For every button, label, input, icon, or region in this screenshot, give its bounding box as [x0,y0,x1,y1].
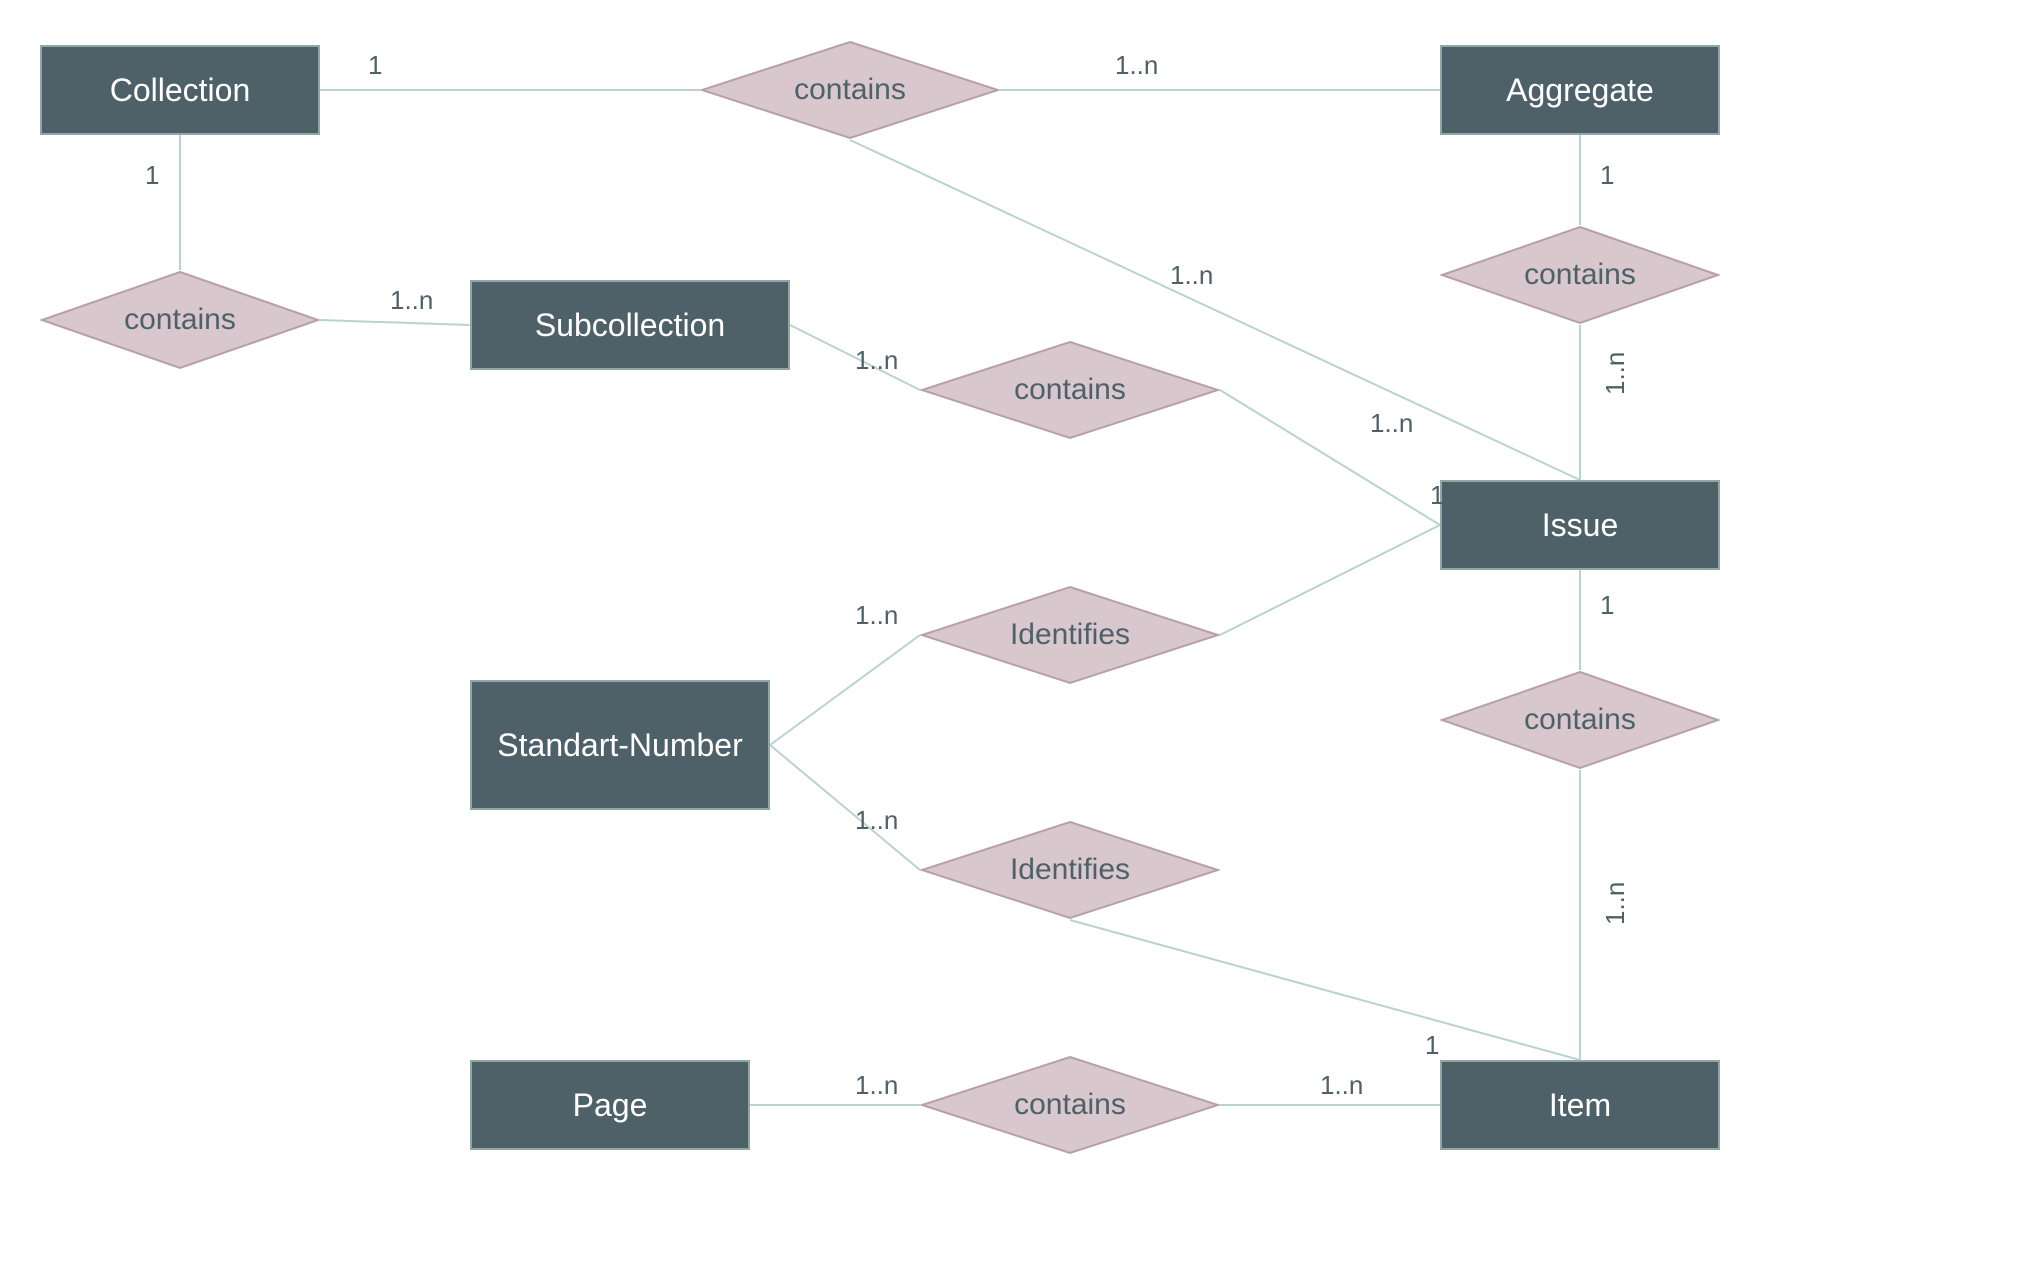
entity-label-line: Standart- [497,726,629,764]
relationship-r3: contains [1440,225,1720,325]
relationship-r1: contains [700,40,1000,140]
entity-subcollection: Subcollection [470,280,790,370]
relationship-label: contains [794,73,906,107]
cardinality-label: 1..n [855,345,898,376]
cardinality-label: 1 [145,160,159,191]
edge [1220,525,1440,635]
edge [1070,920,1580,1060]
relationship-r5: Identifies [920,585,1220,685]
entity-label-line: Number [629,726,743,764]
relationship-label: contains [1524,258,1636,292]
cardinality-label: 1 [1430,480,1444,511]
edge [320,320,470,325]
relationship-label: contains [1014,373,1126,407]
cardinality-label: 1..n [855,805,898,836]
cardinality-label: 1..n [1600,882,1631,925]
entity-standart: Standart-Number [470,680,770,810]
cardinality-label: 1..n [1600,352,1631,395]
edge [770,635,920,745]
cardinality-label: 1..n [855,600,898,631]
cardinality-label: 1..n [855,1070,898,1101]
relationship-label: contains [1014,1088,1126,1122]
cardinality-label: 1 [1600,160,1614,191]
cardinality-label: 1..n [1370,408,1413,439]
relationship-r2: contains [40,270,320,370]
entity-collection: Collection [40,45,320,135]
relationship-label: Identifies [1010,853,1130,887]
relationship-label: contains [124,303,236,337]
cardinality-label: 1 [368,50,382,81]
entity-page: Page [470,1060,750,1150]
relationship-r8: contains [920,1055,1220,1155]
entity-item: Item [1440,1060,1720,1150]
cardinality-label: 1..n [1115,50,1158,81]
entity-issue: Issue [1440,480,1720,570]
relationship-label: contains [1524,703,1636,737]
relationship-r7: Identifies [920,820,1220,920]
cardinality-label: 1..n [1320,1070,1363,1101]
cardinality-label: 1 [1600,590,1614,621]
cardinality-label: 1 [1425,1030,1439,1061]
cardinality-label: 1..n [390,285,433,316]
er-diagram-canvas: Collection Aggregate Subcollection Issue Sta… [0,0,2034,1284]
relationship-r6: contains [1440,670,1720,770]
relationship-r4: contains [920,340,1220,440]
cardinality-label: 1..n [1170,260,1213,291]
relationship-label: Identifies [1010,618,1130,652]
entity-aggregate: Aggregate [1440,45,1720,135]
